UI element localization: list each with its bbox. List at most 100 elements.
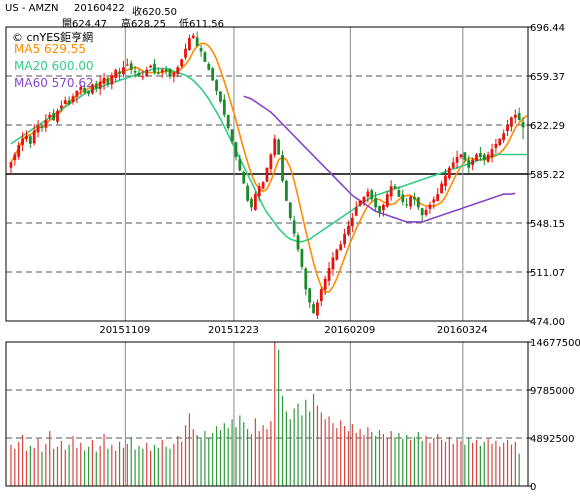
candle-body — [122, 67, 125, 75]
candle-body — [67, 100, 71, 105]
candle-body — [420, 208, 424, 216]
price-tick-label: 548.15 — [530, 219, 565, 230]
price-panel-frame — [5, 26, 529, 322]
candle-body — [230, 129, 234, 142]
candle-body — [358, 200, 362, 206]
candle-body — [234, 142, 238, 158]
date-tick-label: 20160324 — [437, 325, 488, 336]
candle-body — [300, 249, 304, 267]
price-tick-label: 585.22 — [530, 170, 565, 181]
candle-body — [339, 244, 343, 251]
price-tick-label: 474.00 — [530, 317, 565, 328]
date-label: 20160422 — [74, 3, 125, 14]
candle-body — [389, 186, 393, 197]
candle-body — [385, 194, 389, 207]
price-tick-label: 696.44 — [530, 23, 565, 34]
candle-body — [226, 114, 230, 129]
candle-body — [222, 99, 226, 115]
candle-body — [335, 249, 339, 260]
low-price: 低611.56 — [179, 19, 224, 30]
candle-body — [378, 206, 381, 213]
candle-body — [506, 125, 509, 132]
candlesticks — [9, 31, 525, 319]
candle-body — [284, 180, 288, 201]
date-axis: 20151109 20151223 20160209 20160324 — [99, 325, 487, 336]
candle-body — [253, 194, 257, 210]
candle-body — [405, 204, 409, 206]
candle-body — [40, 126, 44, 129]
candle-body — [416, 197, 420, 208]
candle-body — [304, 268, 308, 290]
candle-body — [467, 160, 471, 168]
candle-body — [440, 183, 443, 194]
candle-body — [393, 186, 397, 189]
symbol-label: US - AMZN — [5, 3, 59, 14]
candle-body — [184, 48, 187, 58]
candle-body — [296, 235, 300, 250]
candle-body — [83, 87, 87, 93]
candle-body — [513, 114, 517, 118]
candle-body — [494, 143, 498, 148]
candle-body — [316, 302, 319, 316]
candle-body — [451, 162, 455, 168]
candle-body — [9, 162, 13, 168]
candle-body — [44, 120, 48, 128]
candle-body — [207, 63, 211, 70]
candle-body — [149, 65, 153, 68]
candle-body — [114, 69, 118, 78]
candle-body — [261, 182, 265, 189]
volume-tick-label: 4892500 — [530, 434, 575, 445]
price-tick-label: 511.07 — [530, 268, 565, 279]
candle-body — [63, 100, 67, 104]
candle-body — [444, 175, 447, 186]
candle-body — [145, 69, 149, 77]
price-panel-grid — [6, 27, 528, 486]
candle-body — [59, 105, 63, 109]
candle-body — [160, 69, 164, 73]
candle-body — [482, 154, 486, 160]
candle-body — [269, 154, 273, 170]
candle-body — [125, 64, 129, 66]
ma20-label: MA20 600.00 — [14, 59, 94, 73]
candle-body — [246, 185, 250, 201]
candle-body — [397, 190, 401, 197]
candle-body — [191, 35, 195, 39]
volume-tick-label: 9785000 — [530, 386, 575, 397]
candle-body — [172, 72, 176, 77]
candle-body — [71, 96, 75, 102]
candle-body — [91, 84, 94, 94]
candle-body — [471, 159, 475, 166]
candle-body — [242, 172, 246, 184]
candle-body — [48, 114, 52, 118]
candle-body — [428, 204, 432, 209]
candle-body — [141, 76, 145, 78]
candle-body — [447, 167, 451, 179]
candle-body — [188, 38, 191, 50]
candle-body — [498, 138, 502, 145]
volume-panel-frame — [5, 341, 529, 487]
candle-body — [257, 186, 261, 197]
candle-body — [137, 72, 141, 76]
candle-body — [156, 72, 160, 74]
candle-body — [211, 68, 215, 81]
candle-body — [219, 91, 222, 102]
candle-body — [424, 209, 428, 215]
candle-body — [129, 63, 133, 70]
candle-body — [102, 77, 106, 84]
candle-body — [343, 233, 346, 245]
candle-body — [381, 204, 385, 211]
cnyes-watermark: © cnYES鉅亨網 — [12, 31, 94, 44]
high-price: 高628.25 — [121, 19, 166, 30]
volume-axis: 14677500 9785000 4892500 0 — [528, 338, 580, 493]
candle-body — [180, 59, 184, 67]
candle-body — [331, 257, 335, 270]
candle-body — [521, 122, 525, 128]
candle-body — [401, 194, 405, 203]
candle-body — [463, 152, 467, 160]
candle-body — [517, 113, 521, 121]
candle-body — [432, 199, 436, 203]
candle-body — [199, 48, 203, 52]
candle-body — [28, 136, 32, 144]
candle-body — [510, 117, 513, 127]
candle-body — [79, 87, 83, 91]
